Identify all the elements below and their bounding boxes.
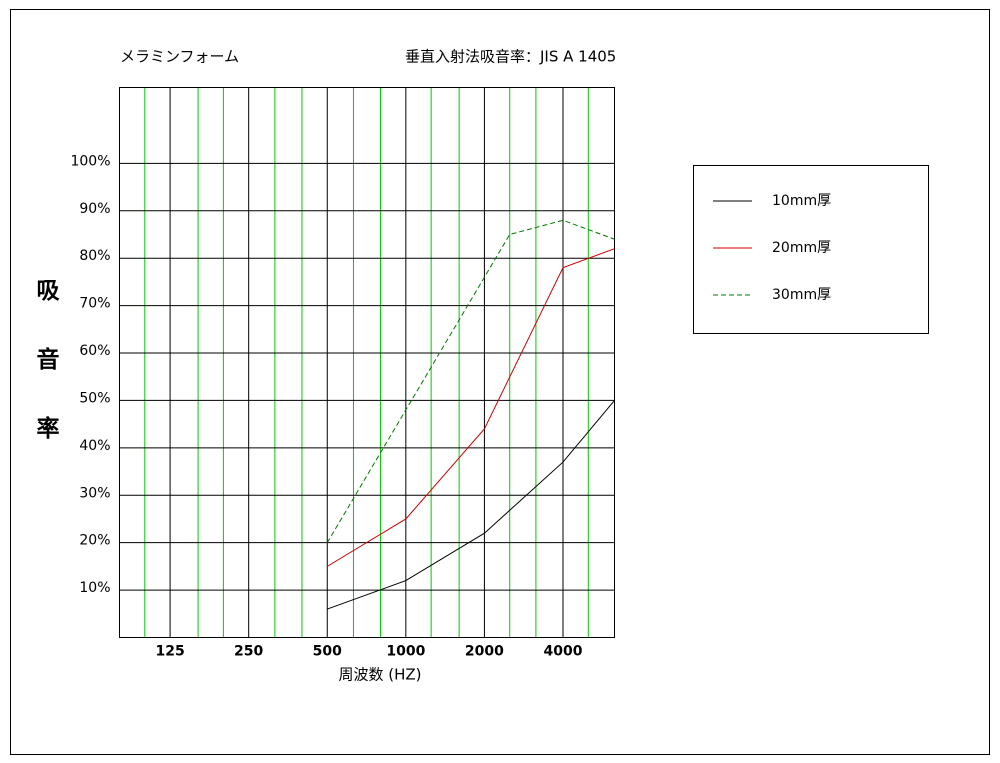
x-tick-label: 500 <box>313 644 342 660</box>
y-tick-label: 40% <box>79 438 110 454</box>
y-tick-label: 100% <box>70 153 110 169</box>
y-tick-label: 60% <box>79 343 110 359</box>
y-tick-label: 80% <box>79 248 110 264</box>
y-tick-label: 90% <box>79 201 110 217</box>
legend-box <box>693 165 929 334</box>
y-tick-label: 10% <box>79 580 110 596</box>
x-tick-label: 1000 <box>386 644 425 660</box>
series-line <box>327 400 615 610</box>
x-tick-label: 125 <box>155 644 184 660</box>
y-tick-label: 30% <box>79 485 110 501</box>
y-tick-label: 70% <box>79 296 110 312</box>
legend-label: 30mm厚 <box>772 287 831 303</box>
legend-label: 20mm厚 <box>772 240 831 256</box>
frame <box>10 9 990 755</box>
chart-title: 垂直入射法吸音率：JIS A 1405 <box>405 48 616 66</box>
y-tick-label: 20% <box>79 533 110 549</box>
chart-subtitle: メラミンフォーム <box>120 48 239 66</box>
legend-label: 10mm厚 <box>772 193 831 209</box>
y-tick-label: 50% <box>79 390 110 406</box>
plot-border <box>119 87 615 638</box>
x-tick-label: 2000 <box>465 644 504 660</box>
series-line <box>326 248 615 567</box>
plot-area <box>119 87 615 638</box>
x-axis-label: 周波数 (HZ) <box>338 666 421 684</box>
y-axis-label: 吸音率 <box>32 278 58 485</box>
x-tick-label: 4000 <box>544 644 583 660</box>
x-tick-label: 250 <box>234 644 263 660</box>
